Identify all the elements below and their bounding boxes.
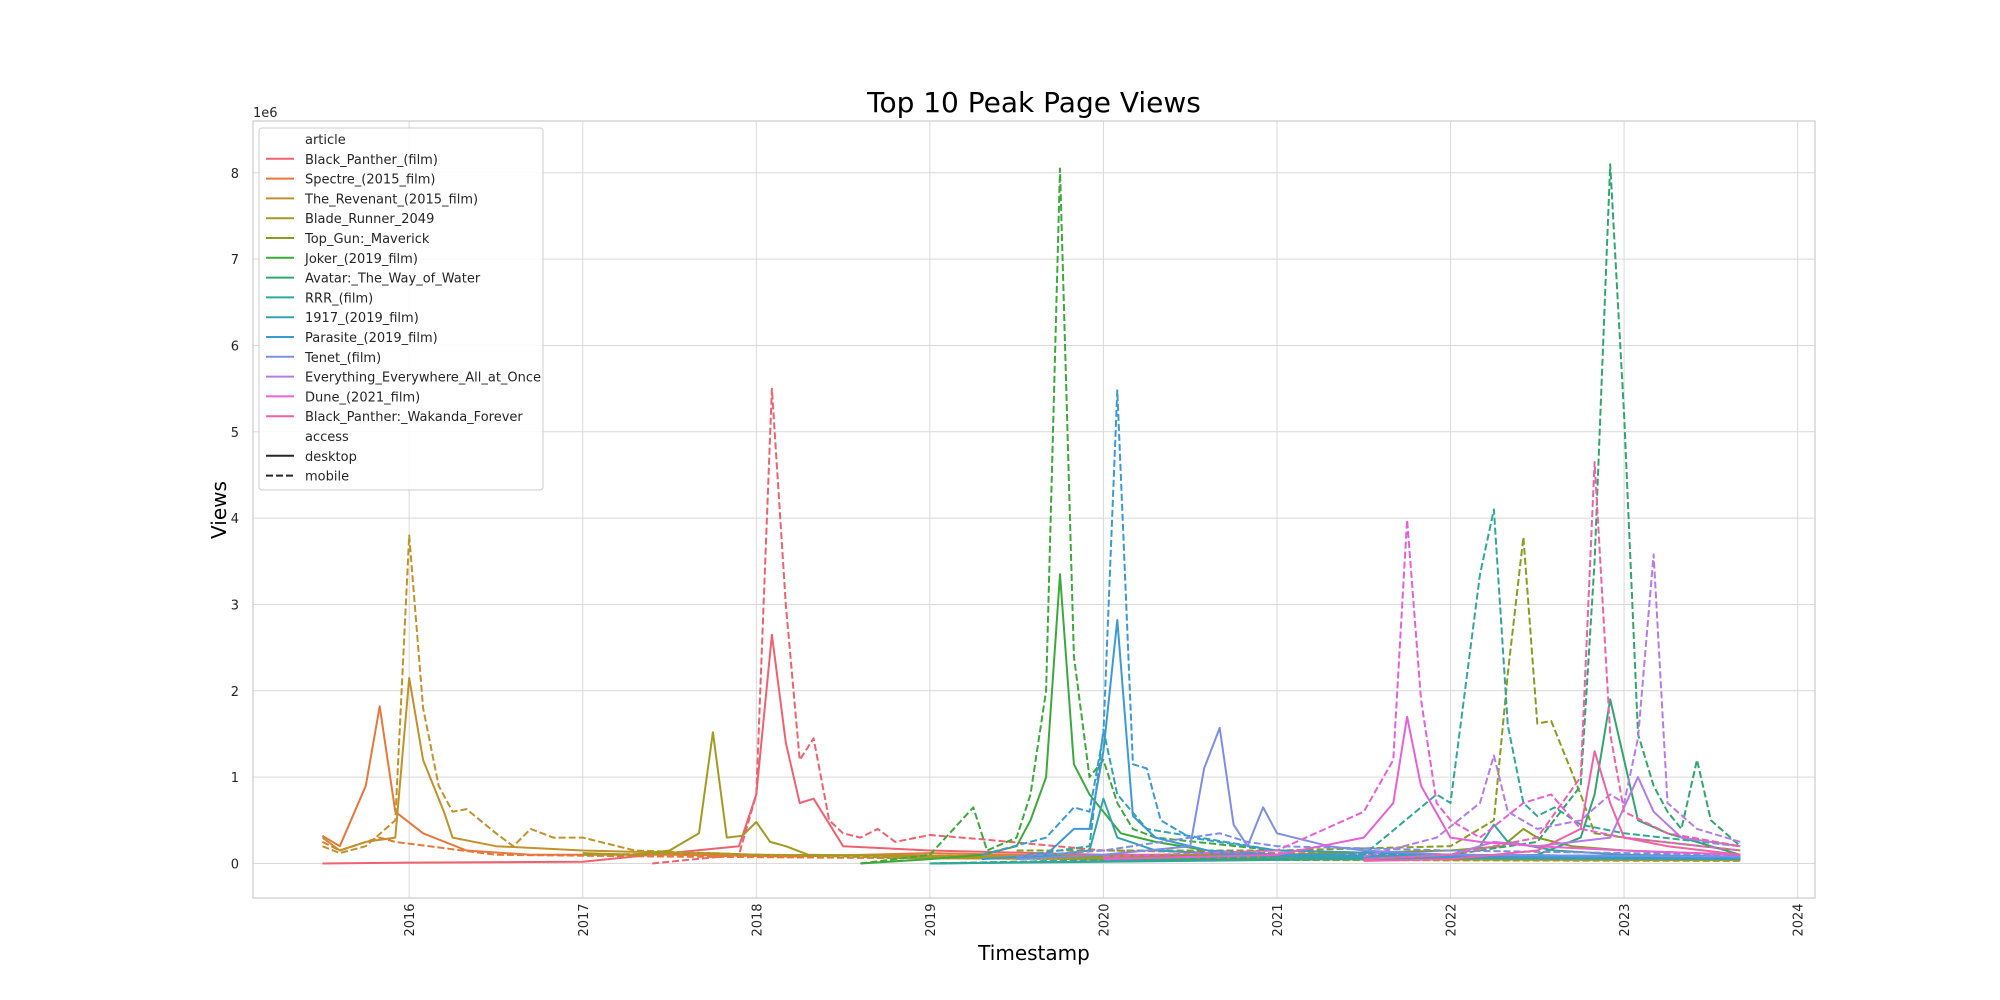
legend-entry: Everything_Everywhere_All_at_Once — [305, 371, 541, 386]
x-tick-label: 2016 — [403, 903, 418, 936]
legend-entry: 1917_(2019_film) — [305, 311, 419, 326]
series-line-desktop — [1016, 726, 1741, 861]
legend-hue-title: article — [305, 133, 346, 148]
legend-style-title: access — [305, 430, 349, 445]
series-line-desktop — [1016, 797, 1741, 861]
legend-style-entry: desktop — [305, 450, 357, 465]
series-line-desktop — [1103, 715, 1741, 861]
legend-style-entry: mobile — [305, 470, 349, 485]
y-offset-label: 1e6 — [253, 106, 278, 121]
series-line-mobile — [860, 167, 1741, 865]
x-tick-label: 2021 — [1271, 903, 1286, 936]
x-tick-label: 2022 — [1445, 903, 1460, 936]
ticks: 2016 2017 2018 2019 2020 2021 2022 2023 2024 0 1 2 3… — [231, 167, 1807, 937]
series-line-mobile — [1103, 518, 1741, 858]
series-line-mobile — [322, 534, 1741, 861]
series-line-mobile — [1016, 536, 1741, 852]
series-line-mobile — [929, 163, 1742, 865]
legend-entry: Black_Panther:_Wakanda_Forever — [305, 410, 523, 425]
legend-entry: Joker_(2019_film) — [304, 252, 418, 267]
x-tick-label: 2024 — [1792, 903, 1807, 936]
y-tick-label: 2 — [231, 685, 239, 700]
legend-entry: Tenet_(film) — [304, 351, 381, 366]
legend-entry: Dune_(2021_film) — [305, 390, 420, 405]
y-tick-label: 8 — [231, 167, 239, 182]
y-tick-label: 5 — [231, 426, 239, 441]
legend-entry: Spectre_(2015_film) — [305, 173, 436, 188]
y-tick-label: 6 — [231, 339, 239, 354]
legend: article Black_Panther_(film) Spectre_(2015… — [258, 127, 544, 491]
series-line-mobile — [1363, 553, 1741, 858]
y-tick-label: 4 — [231, 512, 239, 527]
chart-title: Top 10 Peak Page Views — [866, 86, 1201, 119]
y-tick-label: 3 — [231, 598, 239, 613]
y-tick-label: 1 — [231, 771, 239, 786]
y-tick-label: 0 — [231, 857, 239, 872]
legend-entry: The_Revenant_(2015_film) — [304, 192, 478, 207]
series-lines — [321, 163, 1742, 865]
series-line-mobile — [1016, 832, 1741, 858]
y-axis-label: Views — [207, 481, 231, 539]
series-line-mobile — [652, 387, 1741, 865]
series-line-desktop — [1363, 750, 1741, 862]
x-tick-label: 2023 — [1618, 903, 1633, 936]
legend-entry: Parasite_(2019_film) — [305, 331, 438, 346]
y-tick-label: 7 — [231, 253, 239, 268]
x-axis-label: Timestamp — [977, 941, 1090, 965]
x-tick-label: 2020 — [1097, 903, 1112, 936]
legend-entry: Avatar:_The_Way_of_Water — [305, 272, 481, 287]
plot-frame — [252, 120, 1816, 899]
series-line-desktop — [981, 619, 1741, 861]
x-tick-label: 2018 — [750, 903, 765, 936]
legend-entry: RRR_(film) — [305, 291, 373, 306]
legend-entry: Black_Panther_(film) — [305, 153, 438, 168]
legend-entry: Blade_Runner_2049 — [305, 212, 434, 227]
series-line-desktop — [1363, 776, 1741, 861]
series-line-mobile — [1363, 461, 1741, 861]
legend-entry: Top_Gun:_Maverick — [304, 232, 430, 247]
legend-box — [258, 127, 544, 491]
x-tick-label: 2019 — [924, 903, 939, 936]
x-tick-label: 2017 — [577, 903, 592, 936]
